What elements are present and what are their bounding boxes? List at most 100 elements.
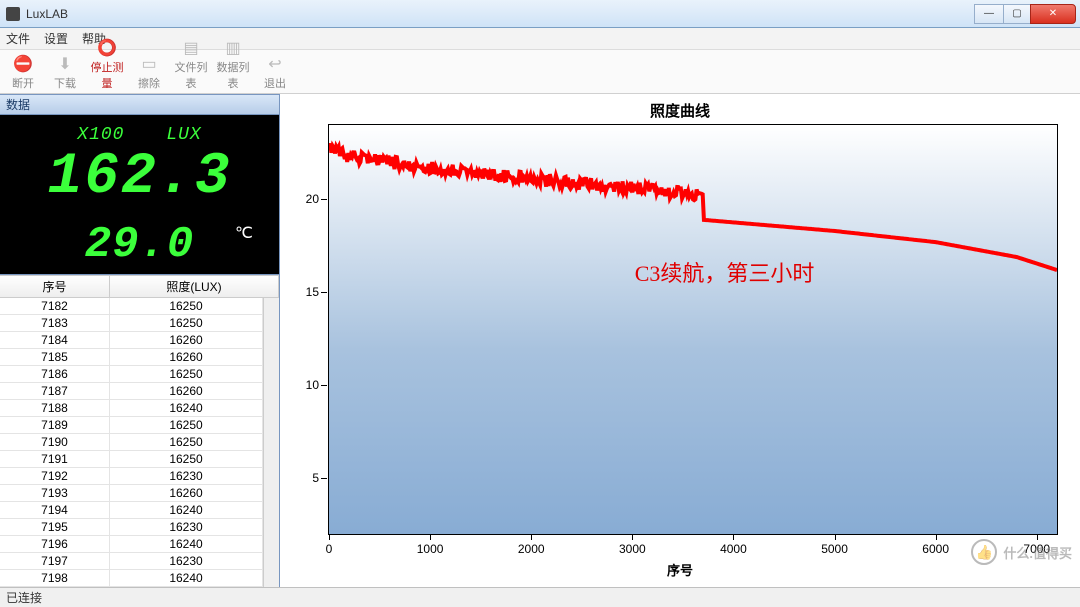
menubar: 文件 设置 帮助 [0,28,1080,50]
toolbar-item-5[interactable]: ▥数据列表 [212,37,254,93]
statusbar: 已连接 [0,587,1080,607]
table-cell-index: 7193 [0,485,110,501]
table-row[interactable]: 719616240 [0,536,263,553]
table-cell-lux: 16240 [110,536,263,552]
ytick [321,292,327,293]
xtick-label: 2000 [518,542,545,556]
table-cell-lux: 16250 [110,434,263,450]
table-row[interactable]: 718516260 [0,349,263,366]
toolbar-item-4[interactable]: ▤文件列表 [170,37,212,93]
table-cell-index: 7183 [0,315,110,331]
table-cell-index: 7192 [0,468,110,484]
close-button[interactable]: ✕ [1030,4,1076,24]
toolbar-label: 退出 [254,75,296,91]
table-cell-index: 7189 [0,417,110,433]
table-row[interactable]: 718416260 [0,332,263,349]
toolbar-item-1[interactable]: ⬇下载 [44,53,86,93]
xtick [1037,534,1038,540]
table-scrollbar[interactable] [263,298,279,587]
table-cell-index: 7187 [0,383,110,399]
toolbar-label: 文件列表 [170,59,212,91]
table-cell-index: 7186 [0,366,110,382]
table-row[interactable]: 718316250 [0,315,263,332]
table-header: 序号 照度(LUX) [0,276,279,298]
table-row[interactable]: 718216250 [0,298,263,315]
toolbar-label: 下载 [44,75,86,91]
plot-area: C3续航，第三小时 510152001000200030004000500060… [328,124,1058,535]
toolbar-item-3[interactable]: ▭擦除 [128,53,170,93]
xtick [632,534,633,540]
watermark-thumb-icon: 👍 [971,539,997,565]
maximize-button[interactable]: ▢ [1003,4,1031,24]
toolbar-item-0[interactable]: ⛔断开 [2,53,44,93]
ytick [321,478,327,479]
toolbar: ⛔断开⬇下载⭕停止测量▭擦除▤文件列表▥数据列表↩退出 [0,50,1080,94]
app-icon [6,7,20,21]
table-row[interactable]: 719416240 [0,502,263,519]
window-controls: — ▢ ✕ [975,4,1076,24]
table-col-lux[interactable]: 照度(LUX) [110,276,279,297]
table-row[interactable]: 719016250 [0,434,263,451]
table-cell-lux: 16230 [110,553,263,569]
table-row[interactable]: 719516230 [0,519,263,536]
table-cell-index: 7196 [0,536,110,552]
table-cell-lux: 16250 [110,315,263,331]
table-cell-index: 7190 [0,434,110,450]
table-cell-index: 7198 [0,570,110,586]
plot-container: C3续航，第三小时 510152001000200030004000500060… [328,124,1058,535]
ytick-label: 10 [306,378,319,392]
minimize-button[interactable]: — [974,4,1004,24]
table-cell-lux: 16250 [110,451,263,467]
table-row[interactable]: 719216230 [0,468,263,485]
table-row[interactable]: 718716260 [0,383,263,400]
toolbar-icon: ⛔ [2,53,44,75]
main-area: 数据 X100 LUX 162.3 29.0 ℃ 序号 照度(LUX) 7182… [0,94,1080,587]
table-cell-index: 7185 [0,349,110,365]
table-cell-lux: 16250 [110,366,263,382]
table-cell-index: 7184 [0,332,110,348]
table-cell-lux: 16260 [110,349,263,365]
lcd-temperature-unit: ℃ [235,223,253,243]
ytick [321,199,327,200]
toolbar-icon: ▭ [128,53,170,75]
toolbar-item-6[interactable]: ↩退出 [254,53,296,93]
window-title: LuxLAB [26,7,975,21]
xtick-label: 3000 [619,542,646,556]
table-cell-index: 7197 [0,553,110,569]
window-titlebar: LuxLAB — ▢ ✕ [0,0,1080,28]
toolbar-icon: ⬇ [44,53,86,75]
table-row[interactable]: 718916250 [0,417,263,434]
menu-file[interactable]: 文件 [6,30,30,47]
menu-settings[interactable]: 设置 [44,30,68,47]
ytick [321,385,327,386]
data-table: 序号 照度(LUX) 71821625071831625071841626071… [0,275,279,587]
xtick [430,534,431,540]
chart-annotation: C3续航，第三小时 [635,256,815,288]
table-cell-lux: 16260 [110,383,263,399]
table-row[interactable]: 718616250 [0,366,263,383]
xtick [835,534,836,540]
toolbar-item-2[interactable]: ⭕停止测量 [86,37,128,93]
table-cell-index: 7195 [0,519,110,535]
table-cell-lux: 16240 [110,570,263,586]
lcd-display: X100 LUX 162.3 29.0 ℃ [0,115,279,275]
table-cell-lux: 16230 [110,519,263,535]
table-cell-lux: 16260 [110,332,263,348]
ytick-label: 15 [306,285,319,299]
table-cell-index: 7194 [0,502,110,518]
xtick-label: 4000 [720,542,747,556]
toolbar-icon: ↩ [254,53,296,75]
lcd-unit-label: LUX [166,125,201,145]
table-body[interactable]: 7182162507183162507184162607185162607186… [0,298,263,587]
table-row[interactable]: 719116250 [0,451,263,468]
ytick-label: 20 [306,192,319,206]
table-col-index[interactable]: 序号 [0,276,110,297]
xtick-label: 1000 [417,542,444,556]
chart-xlabel: 序号 [667,560,693,579]
table-row[interactable]: 719716230 [0,553,263,570]
table-row[interactable]: 718816240 [0,400,263,417]
table-cell-index: 7188 [0,400,110,416]
table-row[interactable]: 719316260 [0,485,263,502]
table-cell-lux: 16260 [110,485,263,501]
table-row[interactable]: 719816240 [0,570,263,587]
